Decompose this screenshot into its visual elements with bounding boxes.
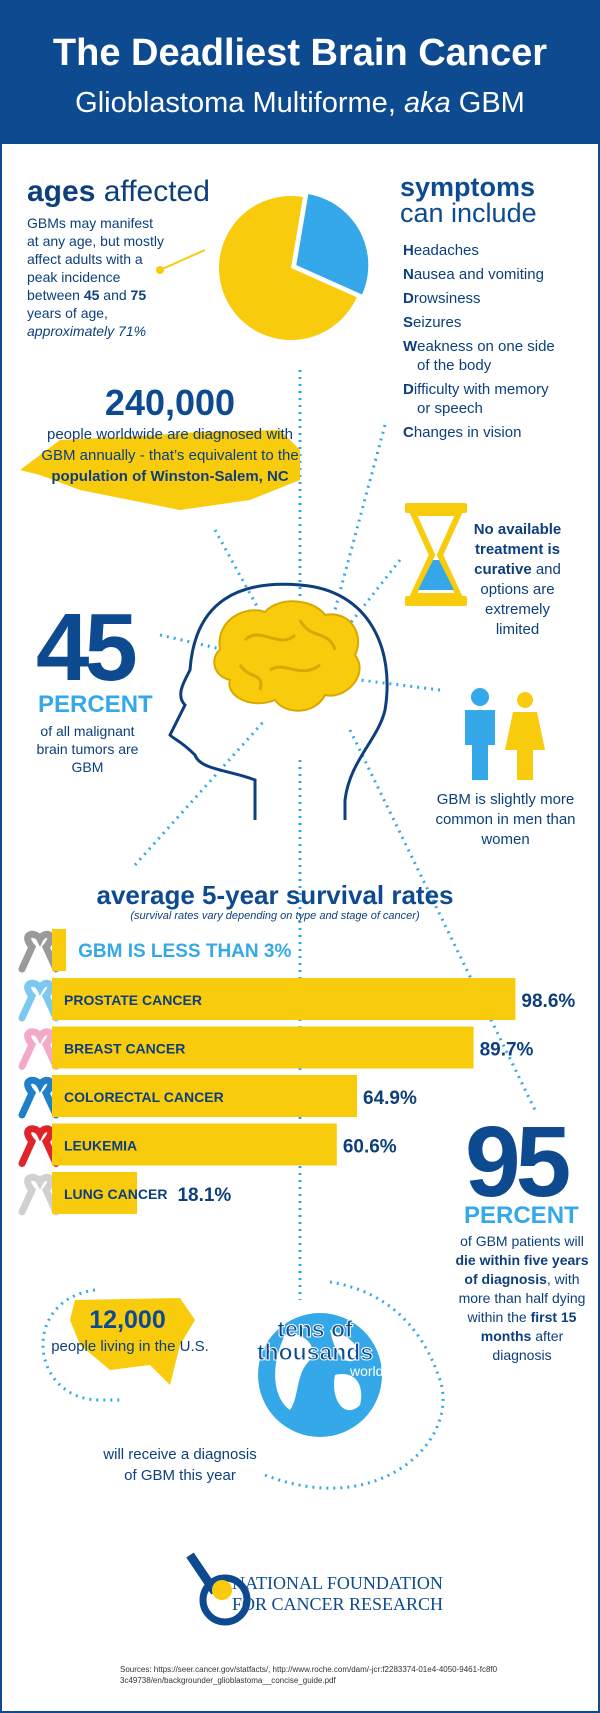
ribbon <box>18 1076 60 1119</box>
mortality-number: 95 <box>465 1106 571 1218</box>
treatment-text: No available treatment is curative and o… <box>465 520 570 640</box>
ages-heading: ages affected <box>27 175 210 209</box>
symptom: Weakness on one side of the body <box>399 337 559 375</box>
gender-text: GBM is slightly more common in men than … <box>435 791 576 848</box>
world-text: worldwide <box>350 1363 413 1379</box>
share-text: of all malignant brain tumors are GBM <box>36 723 139 775</box>
bar <box>52 1123 337 1166</box>
value-label: 60.6% <box>343 1137 397 1158</box>
title: The Deadliest Brain Cancer <box>52 32 548 74</box>
us-map <box>70 1298 195 1385</box>
subtitle-end: GBM <box>450 87 525 119</box>
pointer <box>159 249 206 271</box>
value-label: 18.1% <box>177 1185 231 1206</box>
pie-label: 71% <box>118 323 147 339</box>
bar <box>52 978 516 1020</box>
diagnosis-footer: will receive a diagnosis of GBM this yea… <box>103 1446 257 1484</box>
ribbon <box>18 1125 60 1167</box>
age-low: 45 <box>83 287 100 303</box>
logo-line: NATIONAL FOUNDATION <box>232 1573 443 1593</box>
border <box>0 142 600 1713</box>
bar <box>52 929 67 971</box>
text: years of age, <box>27 305 108 321</box>
bar-label: LEUKEMIA <box>64 1138 137 1154</box>
text-bold: die within five years of diagnosis <box>455 1252 589 1287</box>
text: GBMs may manifest at any age, but mostly… <box>27 215 164 303</box>
brain <box>213 600 361 712</box>
dotted-lines <box>41 370 537 1490</box>
subtitle: Glioblastoma Multiforme, aka GBM <box>0 87 600 120</box>
bar-chart: GBM IS LESS THAN 3% PROSTATE CANCER 98.6% B… <box>18 929 575 1216</box>
world-number: tens of thousands <box>256 1316 374 1365</box>
hourglass <box>405 503 467 606</box>
share-unit: PERCENT <box>38 691 153 718</box>
text: and options are extremely limited <box>480 561 561 638</box>
symptoms-heading: symptoms <box>400 172 536 202</box>
symptoms-subheading: can include <box>400 198 537 228</box>
text-bold: No available treatment is curative <box>473 521 562 578</box>
survival-title: average 5-year survival rates <box>96 880 454 910</box>
worldwide-number: 240,000 <box>104 382 236 423</box>
us-text: people living in the U.S. <box>51 1338 209 1355</box>
people <box>465 688 545 780</box>
text: approximately <box>27 323 119 339</box>
bar <box>52 1172 138 1214</box>
value-label: 64.9% <box>363 1088 417 1109</box>
subtitle-italic: aka <box>403 87 451 119</box>
bar-label: BREAST CANCER <box>64 1041 185 1057</box>
text: , with more than half dying within the <box>458 1271 586 1325</box>
head <box>168 582 389 820</box>
symptom: Drowsiness <box>399 289 559 308</box>
bar-label: PROSTATE CANCER <box>64 992 202 1008</box>
value-label: 98.6% <box>521 991 575 1012</box>
pointer-dot <box>156 266 164 274</box>
text: people worldwide are diagnosed with GBM … <box>41 426 299 464</box>
logo-line: FOR CANCER RESEARCH <box>232 1594 444 1614</box>
us-number: 12,000 <box>89 1306 166 1334</box>
symptom: Nausea and vomiting <box>399 265 559 284</box>
pie-slice <box>218 195 357 340</box>
share-number: 45 <box>36 594 138 701</box>
ribbon <box>18 930 60 973</box>
ribbon <box>18 979 60 1022</box>
bar-label: GBM IS LESS THAN 3% <box>78 941 291 962</box>
pie-rest <box>296 194 369 295</box>
continents <box>275 1330 362 1411</box>
sources: Sources: https://seer.cancer.gov/statfac… <box>120 1665 498 1685</box>
heading-bold: ages <box>27 175 96 208</box>
bar-label: COLORECTAL CANCER <box>64 1089 224 1105</box>
nc-map <box>20 430 300 510</box>
mortality-unit: PERCENT <box>464 1202 579 1229</box>
subtitle-text: Glioblastoma Multiforme, <box>75 87 404 119</box>
text-bold: population of Winston-Salem, NC <box>51 468 289 485</box>
symptom: Difficulty with memory or speech <box>399 380 559 418</box>
worldwide-text: people worldwide are diagnosed with GBM … <box>35 424 305 487</box>
symptom: Changes in vision <box>399 423 559 442</box>
symptom-list: Headaches Nausea and vomiting Drowsiness Se… <box>399 241 559 447</box>
logo-mark <box>186 1552 251 1626</box>
text: and <box>99 287 131 303</box>
text: after diagnosis <box>492 1328 564 1363</box>
ribbon <box>18 1173 60 1216</box>
survival-note: (survival rates vary depending on type a… <box>130 910 420 922</box>
ribbon <box>18 1028 60 1070</box>
symptom: Headaches <box>399 241 559 260</box>
age-high: 75 <box>130 287 147 303</box>
header: The Deadliest Brain Cancer Glioblastoma … <box>0 0 600 143</box>
symptom: Seizures <box>399 313 559 332</box>
heading-light: affected <box>95 175 210 208</box>
bar-label: LUNG CANCER <box>64 1186 167 1202</box>
text: of GBM patients will <box>460 1233 584 1249</box>
text-bold: first 15 months <box>480 1309 577 1344</box>
bar <box>52 1026 474 1069</box>
bar <box>52 1075 358 1117</box>
value-label: 89.7% <box>480 1040 534 1061</box>
ages-text: GBMs may manifest at any age, but mostly… <box>27 214 167 340</box>
mortality-text: of GBM patients will die within five yea… <box>452 1232 592 1365</box>
